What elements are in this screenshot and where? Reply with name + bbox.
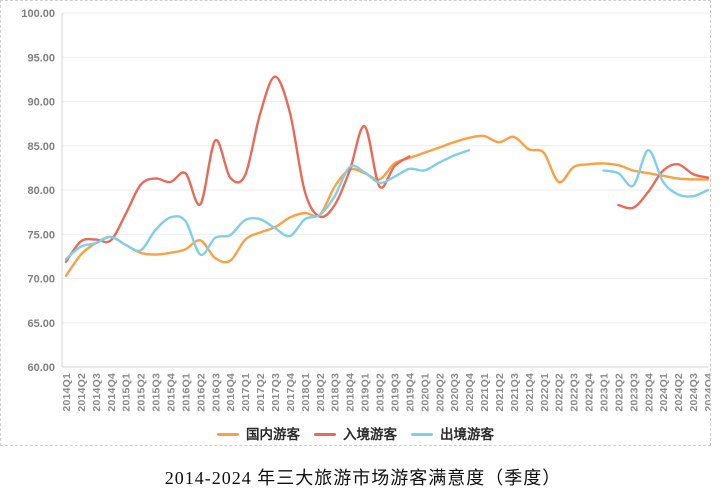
- x-axis-tick-label: 2016Q1: [180, 373, 192, 412]
- series-line-0: [64, 134, 710, 277]
- x-axis-tick-label: 2016Q3: [210, 373, 222, 412]
- legend-label: 出境游客: [440, 426, 494, 442]
- chart-title: 2014-2024 年三大旅游市场游客满意度（季度）: [164, 468, 562, 488]
- x-axis-tick-label: 2022Q1: [539, 373, 551, 412]
- x-axis-tick-label: 2022Q4: [584, 373, 596, 412]
- legend-item-1: 入境游客: [314, 426, 397, 442]
- x-axis-tick-label: 2021Q1: [479, 373, 491, 412]
- series-line-2: [602, 149, 710, 198]
- y-axis-tick-label: 70.00: [27, 274, 55, 286]
- x-axis-tick-label: 2024Q3: [688, 373, 700, 412]
- x-axis-tick-label: 2018Q3: [330, 373, 342, 412]
- x-axis-tick-label: 2021Q3: [509, 373, 521, 412]
- y-axis-tick-label: 65.00: [27, 318, 55, 330]
- legend-item-2: 出境游客: [411, 426, 494, 442]
- x-axis-tick-label: 2021Q4: [524, 373, 536, 412]
- x-axis-tick-label: 2016Q4: [225, 373, 237, 412]
- y-axis-tick-label: 95.00: [27, 52, 55, 64]
- legend-item-0: 国内游客: [217, 426, 300, 442]
- y-axis-tick-label: 100.00: [21, 8, 55, 20]
- series-line-1: [64, 75, 411, 263]
- y-axis-tick-label: 75.00: [27, 229, 55, 241]
- x-axis-tick-label: 2022Q2: [554, 373, 566, 412]
- x-axis-tick-label: 2024Q4: [703, 373, 710, 412]
- x-axis-tick-label: 2017Q1: [240, 373, 252, 412]
- x-axis-tick-label: 2024Q2: [673, 373, 685, 412]
- series-line-2: [64, 149, 471, 261]
- x-axis-tick-label: 2016Q2: [195, 373, 207, 412]
- x-axis-tick-label: 2015Q3: [151, 373, 163, 412]
- x-axis-tick-label: 2019Q1: [360, 373, 372, 412]
- x-axis-tick-label: 2023Q3: [628, 373, 640, 412]
- x-axis-tick-label: 2015Q2: [136, 373, 148, 412]
- x-axis-tick-label: 2020Q2: [434, 373, 446, 412]
- x-axis-tick-label: 2020Q3: [449, 373, 461, 412]
- x-axis-tick-label: 2023Q4: [643, 373, 655, 412]
- x-axis-tick-label: 2014Q1: [61, 373, 73, 412]
- x-axis-tick-label: 2020Q4: [464, 373, 476, 412]
- x-axis-tick-label: 2023Q2: [613, 373, 625, 412]
- x-axis-tick-label: 2015Q1: [121, 373, 133, 412]
- x-axis-tick-label: 2019Q2: [375, 373, 387, 412]
- y-axis-tick-label: 60.00: [27, 362, 55, 374]
- legend-swatch-icon: [217, 432, 239, 436]
- x-axis-tick-label: 2014Q3: [91, 373, 103, 412]
- legend-label: 国内游客: [246, 426, 300, 442]
- legend-swatch-icon: [314, 432, 336, 436]
- x-axis-tick-label: 2024Q1: [658, 373, 670, 412]
- x-axis-tick-label: 2019Q4: [404, 373, 416, 412]
- x-axis-tick-label: 2018Q4: [345, 373, 357, 412]
- x-axis-tick-label: 2020Q1: [419, 373, 431, 412]
- chart-legend: 国内游客 入境游客 出境游客: [1, 426, 710, 442]
- y-axis-tick-label: 85.00: [27, 141, 55, 153]
- legend-label: 入境游客: [343, 426, 397, 442]
- x-axis-tick-label: 2017Q4: [285, 373, 297, 412]
- y-axis-tick-label: 90.00: [27, 97, 55, 109]
- x-axis-tick-label: 2014Q4: [106, 373, 118, 412]
- x-axis-tick-label: 2018Q1: [300, 373, 312, 412]
- x-axis-tick-label: 2017Q2: [255, 373, 267, 412]
- x-axis-tick-label: 2019Q3: [389, 373, 401, 412]
- line-chart: 60.00 65.00 70.00 75.00 80.00 85.00 90.00 95.00…: [21, 8, 710, 412]
- x-axis-tick-label: 2018Q2: [315, 373, 327, 412]
- x-axis-tick-label: 2023Q1: [598, 373, 610, 412]
- x-axis-tick-label: 2015Q4: [166, 373, 178, 412]
- x-axis-tick-label: 2022Q3: [569, 373, 581, 412]
- x-axis-tick-label: 2021Q2: [494, 373, 506, 412]
- chart-figure: 60.00 65.00 70.00 75.00 80.00 85.00 90.00 95.00…: [0, 0, 711, 446]
- legend-swatch-icon: [411, 432, 433, 436]
- x-axis-tick-label: 2014Q2: [76, 373, 88, 412]
- x-axis-tick-label: 2017Q3: [270, 373, 282, 412]
- y-axis-tick-label: 80.00: [27, 185, 55, 197]
- series-line-1: [617, 163, 710, 210]
